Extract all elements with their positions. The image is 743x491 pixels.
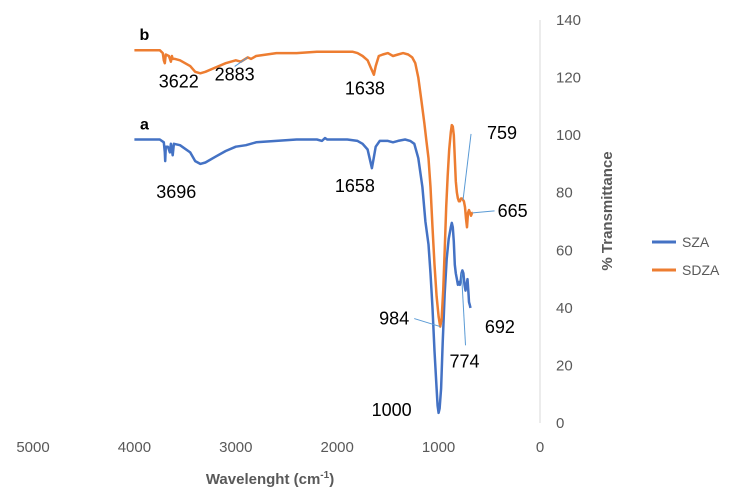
peak-label: 984 xyxy=(379,309,409,329)
peak-label: 1658 xyxy=(335,176,375,196)
x-tick-labels: 5000 4000 3000 2000 1000 0 xyxy=(16,439,544,456)
x-axis-title: Wavelenght (cm-1) xyxy=(206,470,334,488)
spectrum-curves xyxy=(134,48,474,415)
annotation-leaders xyxy=(234,57,495,346)
peak-label: 1000 xyxy=(372,400,412,420)
peak-leader-line xyxy=(461,273,467,346)
peak-label: 665 xyxy=(498,201,528,221)
legend-label-sza: SZA xyxy=(682,234,710,250)
y-tick-label: 40 xyxy=(556,300,573,317)
y-tick-label: 60 xyxy=(556,242,573,259)
peak-annotations: 3622 2883 1638 759 665 3696 1658 984 692 774 1000 xyxy=(156,64,527,420)
y-tick-label: 140 xyxy=(556,12,581,29)
legend-label-sdza: SDZA xyxy=(682,262,720,278)
peak-leader-line xyxy=(462,133,472,200)
x-tick-label: 3000 xyxy=(219,439,252,456)
series-line-sdza xyxy=(134,48,474,328)
x-tick-label: 0 xyxy=(536,439,544,456)
curve-labels: ab xyxy=(140,27,150,133)
y-tick-label: 80 xyxy=(556,185,573,202)
y-tick-label: 120 xyxy=(556,70,581,87)
peak-leader-line xyxy=(234,57,248,67)
x-tick-label: 4000 xyxy=(118,439,151,456)
peak-label: 692 xyxy=(485,317,515,337)
y-tick-labels: 0 20 40 60 80 100 120 140 xyxy=(556,12,581,432)
peak-label: 774 xyxy=(449,351,479,371)
legend: SZA SDZA xyxy=(652,234,720,278)
y-tick-label: 100 xyxy=(556,127,581,144)
peak-label: 2883 xyxy=(215,64,255,84)
peak-label: 3696 xyxy=(156,182,196,202)
y-axis-title: % Transmittance xyxy=(599,151,616,270)
y-tick-label: 0 xyxy=(556,415,564,432)
peak-label: 1638 xyxy=(345,79,385,99)
curve-label-a: a xyxy=(140,116,149,133)
curve-label-b: b xyxy=(140,27,150,44)
peak-leader-line xyxy=(414,318,441,328)
x-tick-label: 2000 xyxy=(321,439,354,456)
peak-label: 3622 xyxy=(159,72,199,92)
series-line-sza xyxy=(134,136,472,415)
peak-label: 759 xyxy=(487,123,517,143)
x-tick-label: 5000 xyxy=(16,439,49,456)
x-tick-label: 1000 xyxy=(422,439,455,456)
y-tick-label: 20 xyxy=(556,357,573,374)
peak-leader-line xyxy=(472,210,495,214)
